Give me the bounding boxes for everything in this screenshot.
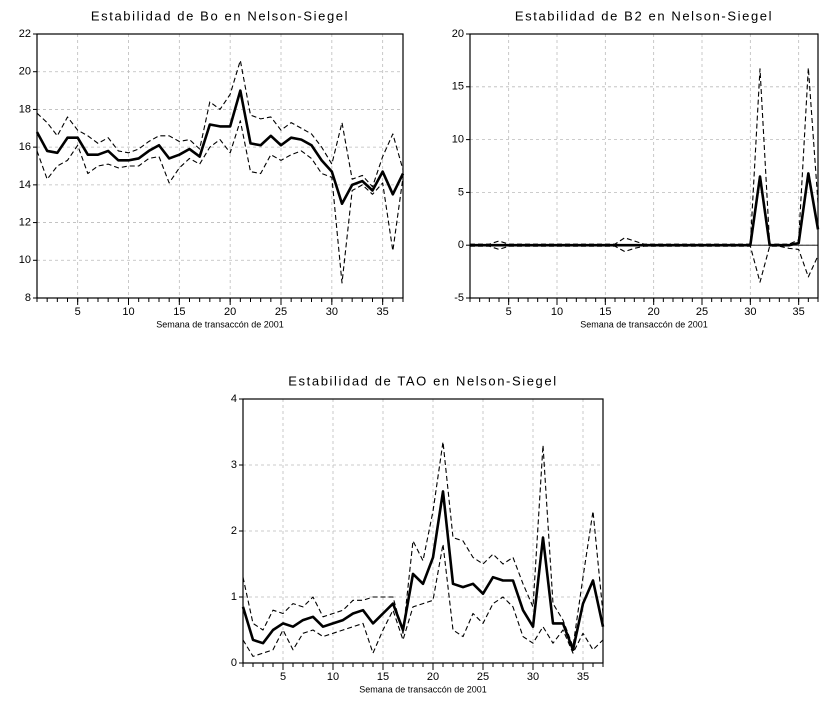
chart-title: Estabilidad de B2 en Nelson-Siegel — [515, 8, 773, 23]
plot-frame — [469, 33, 819, 299]
x-tick-label: 25 — [275, 306, 287, 318]
x-tick-label: 10 — [122, 306, 134, 318]
chart-title: Estabilidad de Bo en Nelson-Siegel — [91, 8, 349, 23]
band-line — [242, 441, 604, 648]
y-tick-label: 2 — [231, 525, 237, 537]
band-line — [470, 67, 819, 245]
band-line — [470, 245, 819, 283]
plot-frame — [36, 33, 404, 299]
x-axis-label: Semana de transaccón de 2001 — [156, 319, 284, 329]
chart-title: Estabilidad de TAO en Nelson-Siegel — [288, 373, 557, 388]
y-tick-label: 8 — [25, 292, 31, 304]
x-tick-label: 35 — [793, 306, 805, 318]
x-tick-label: 30 — [744, 306, 756, 318]
y-tick-label: 16 — [19, 141, 31, 153]
x-tick-label: 30 — [527, 671, 539, 683]
estimate-line — [470, 172, 820, 247]
y-tick-label: 1 — [231, 591, 237, 603]
x-tick-label: 15 — [173, 306, 185, 318]
y-tick-label: 22 — [19, 28, 31, 40]
band-line — [242, 543, 604, 657]
x-tick-label: 5 — [280, 671, 286, 683]
x-tick-label: 35 — [377, 306, 389, 318]
y-tick-label: 4 — [231, 393, 237, 405]
x-axis-label: Semana de transaccón de 2001 — [580, 319, 708, 329]
band-line — [36, 59, 404, 188]
x-tick-label: 20 — [648, 306, 660, 318]
y-tick-label: 0 — [231, 657, 237, 669]
y-tick-label: 20 — [19, 66, 31, 78]
plot-frame — [242, 398, 604, 664]
x-tick-label: 20 — [427, 671, 439, 683]
x-tick-label: 35 — [577, 671, 589, 683]
x-tick-label: 20 — [224, 306, 236, 318]
y-tick-label: -5 — [454, 292, 464, 304]
band-line — [36, 120, 404, 284]
x-tick-label: 25 — [696, 306, 708, 318]
y-tick-label: 10 — [452, 134, 464, 146]
y-tick-label: 12 — [19, 216, 31, 228]
y-tick-label: 14 — [19, 179, 31, 191]
x-tick-label: 5 — [75, 306, 81, 318]
y-tick-label: 10 — [19, 254, 31, 266]
x-tick-label: 15 — [599, 306, 611, 318]
y-tick-label: 3 — [231, 459, 237, 471]
y-tick-label: 18 — [19, 103, 31, 115]
y-tick-label: 5 — [458, 186, 464, 198]
x-axis-label: Semana de transaccón de 2001 — [359, 684, 487, 694]
x-tick-label: 30 — [326, 306, 338, 318]
estimate-line — [35, 89, 405, 206]
x-tick-label: 10 — [327, 671, 339, 683]
x-tick-label: 5 — [506, 306, 512, 318]
x-tick-label: 25 — [477, 671, 489, 683]
x-tick-label: 15 — [377, 671, 389, 683]
x-tick-label: 10 — [551, 306, 563, 318]
y-tick-label: 0 — [458, 239, 464, 251]
estimate-line — [241, 490, 605, 652]
y-tick-label: 15 — [452, 81, 464, 93]
y-tick-label: 20 — [452, 28, 464, 40]
